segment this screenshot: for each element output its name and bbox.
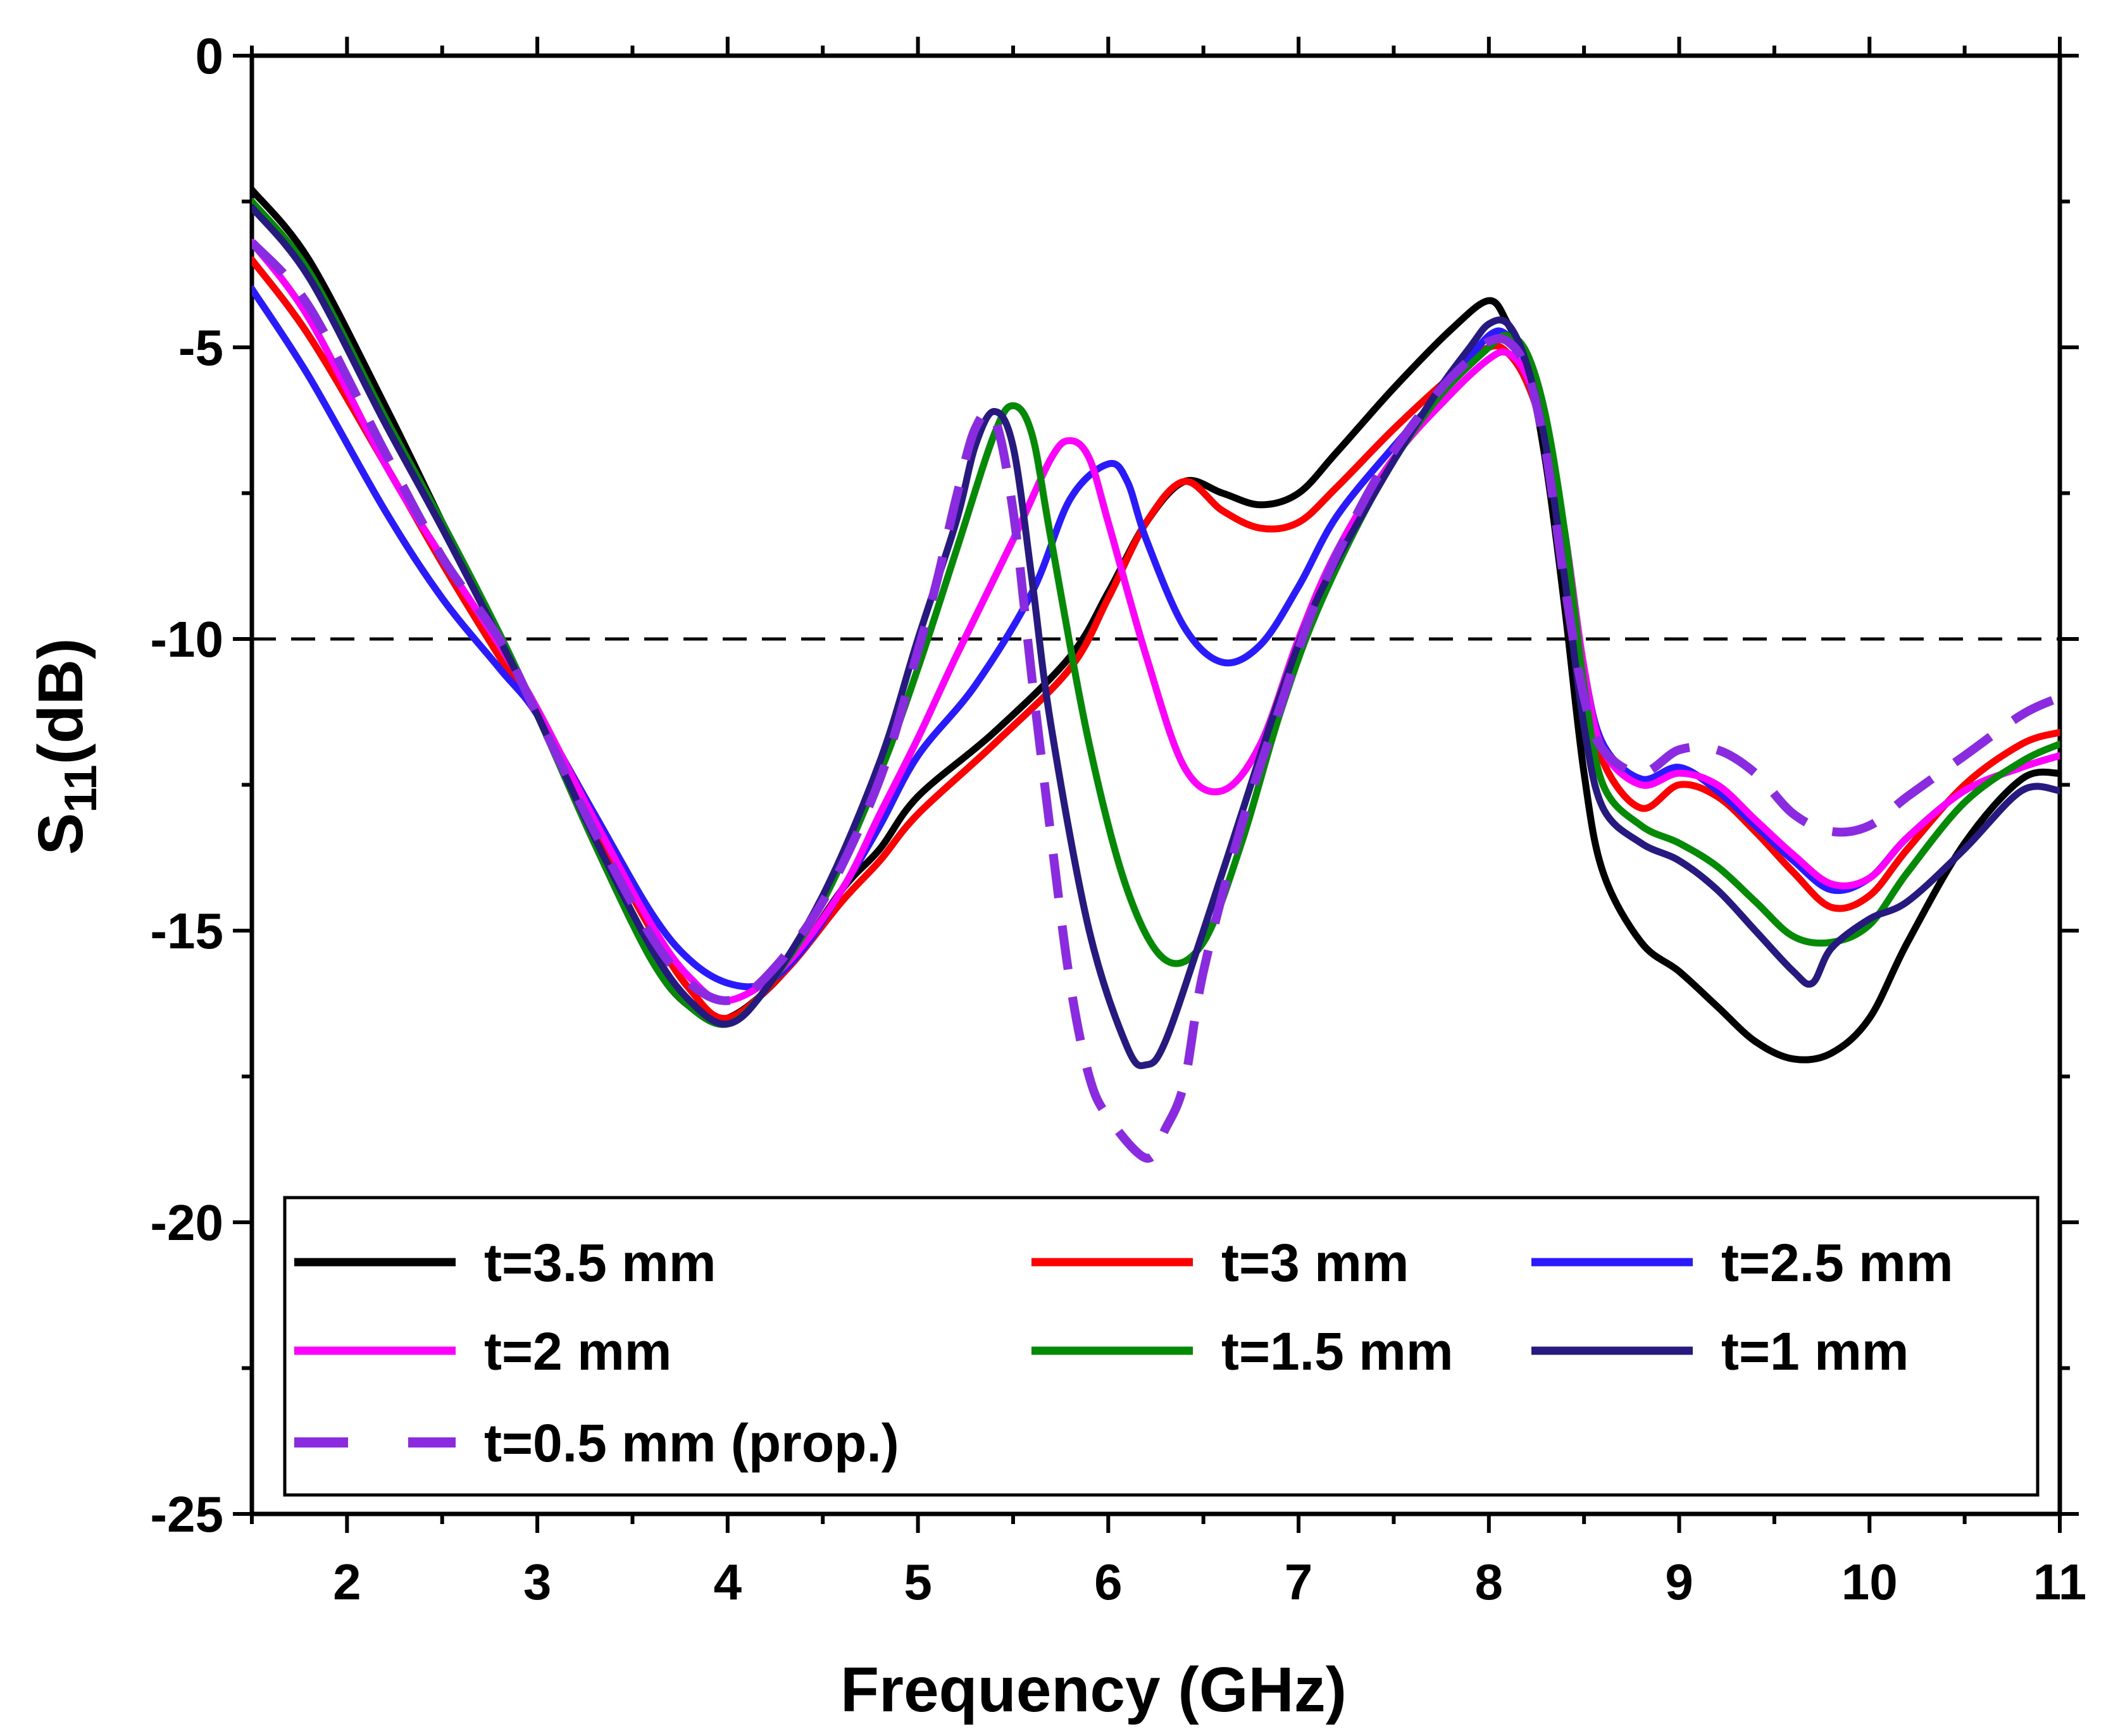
legend-box: [283, 1196, 2040, 1497]
x-tick-label: 8: [1475, 1554, 1504, 1610]
x-tick-label: 9: [1665, 1554, 1693, 1610]
series-line-t-0-5-mm-prop: [252, 239, 2060, 1163]
y-tick-label: -25: [150, 1486, 223, 1542]
y-tick-label: -10: [150, 611, 223, 667]
series-line-t-1-mm: [252, 204, 2060, 1069]
x-tick-label: 5: [904, 1554, 932, 1610]
x-tick-label: 6: [1094, 1554, 1123, 1610]
x-tick-label: 11: [2033, 1554, 2087, 1610]
y-tick-label: -15: [150, 903, 223, 959]
legend: t=3.5 mm t=3 mm t=2.5 mm t=2 mm t=1.5 mm t=1 …: [283, 1196, 2040, 1497]
x-tick-label: 3: [523, 1554, 552, 1610]
x-tick-label: 4: [714, 1554, 742, 1610]
series-line-t-2-mm: [252, 239, 2060, 1005]
legend-label: t=3 mm: [1221, 1233, 1409, 1293]
legend-label: t=0.5 mm (prop.): [484, 1413, 899, 1473]
series-line-t-1-5-mm: [252, 198, 2060, 1028]
legend-label: t=1 mm: [1721, 1322, 1909, 1381]
axis-ticks: [233, 37, 2079, 1533]
y-tick-label: -5: [178, 319, 223, 376]
y-tick-labels: 0 -5 -10 -15 -20 -25: [150, 28, 223, 1542]
y-axis-title: S11(dB): [25, 638, 106, 855]
x-tick-label: 2: [333, 1554, 361, 1610]
x-tick-label: 10: [1841, 1554, 1898, 1610]
legend-label: t=1.5 mm: [1221, 1322, 1454, 1381]
legend-label: t=2.5 mm: [1721, 1233, 1953, 1293]
y-tick-label: 0: [196, 28, 224, 84]
x-tick-label: 7: [1285, 1554, 1313, 1610]
legend-label: t=3.5 mm: [484, 1233, 716, 1293]
x-tick-labels: 2 3 4 5 6 7 8 9 10 11: [333, 1554, 2086, 1610]
y-tick-label: -20: [150, 1194, 223, 1251]
series-lines: [252, 186, 2060, 1163]
legend-label: t=2 mm: [484, 1322, 671, 1381]
x-axis-title: Frequency (GHz): [840, 1654, 1347, 1725]
